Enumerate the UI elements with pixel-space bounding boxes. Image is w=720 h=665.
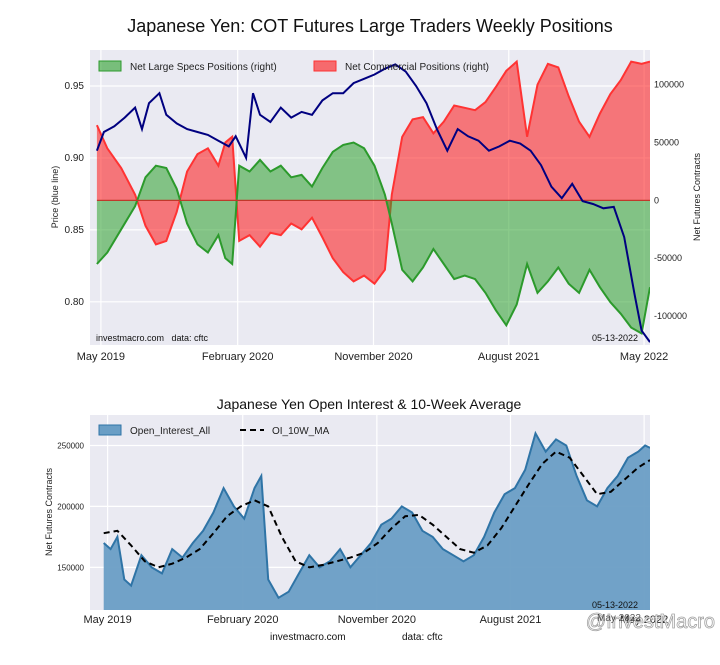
top-date-annotation: 05-13-2022 xyxy=(592,333,638,343)
price-line xyxy=(95,63,650,343)
top-legend: Net Large Specs Positions (right) Net Co… xyxy=(98,60,489,73)
top-plot: 0.80 0.85 0.90 0.95 -100000 -50000 0 50000 1000… xyxy=(50,50,702,363)
bottom-y-tick-label: 200000 xyxy=(57,502,84,511)
bottom-date-annotation-2: May 2022 xyxy=(597,613,641,624)
bottom-x-tick-label: August 2021 xyxy=(480,614,542,626)
bottom-y-axis-label: Net Futures Contracts xyxy=(44,467,54,556)
bottom-x-tick-label: May 2019 xyxy=(83,614,131,626)
contracts-tick-label: -100000 xyxy=(654,311,687,321)
price-axis-label: Price (blue line) xyxy=(50,166,60,229)
bottom-y-tick-label: 250000 xyxy=(57,441,84,450)
price-tick-label: 0.80 xyxy=(65,297,85,308)
oi-10w-ma-line xyxy=(103,450,650,569)
top-x-tick-label: May 2022 xyxy=(620,351,668,363)
top-x-tick-label: May 2019 xyxy=(77,351,125,363)
top-x-axis-ticks: May 2019 February 2020 November 2020 August… xyxy=(77,351,668,363)
legend-label-commercial: Net Commercial Positions (right) xyxy=(345,62,489,73)
legend-label-open-interest: Open_Interest_All xyxy=(130,426,210,437)
legend-swatch-open-interest xyxy=(98,424,122,436)
contracts-axis-ticks: -100000 -50000 0 50000 100000 xyxy=(654,80,687,321)
price-tick-label: 0.85 xyxy=(65,225,85,236)
legend-label-ma: OI_10W_MA xyxy=(272,426,330,437)
footer-site: investmacro.com xyxy=(270,632,346,643)
price-axis-ticks: 0.80 0.85 0.90 0.95 xyxy=(65,81,85,308)
legend-swatch-commercial xyxy=(313,60,337,72)
bottom-x-axis-ticks: May 2019 February 2020 November 2020 August… xyxy=(83,614,668,626)
contracts-tick-label: 0 xyxy=(654,195,659,205)
bottom-x-tick-label: February 2020 xyxy=(207,614,279,626)
top-x-tick-label: February 2020 xyxy=(202,351,274,363)
price-tick-label: 0.90 xyxy=(65,153,85,164)
top-source-annotation: investmacro.com data: cftc xyxy=(96,333,209,343)
main-chart-title: Japanese Yen: COT Futures Large Traders … xyxy=(127,16,613,36)
contracts-tick-label: 100000 xyxy=(654,80,684,90)
bottom-legend: Open_Interest_All OI_10W_MA xyxy=(98,424,330,437)
commercial-area xyxy=(96,61,650,284)
bottom-x-tick-label: November 2020 xyxy=(338,614,416,626)
top-x-tick-label: August 2021 xyxy=(478,351,540,363)
price-tick-label: 0.95 xyxy=(65,81,85,92)
open-interest-area xyxy=(103,433,650,610)
bottom-x-tick-label: May 2022 xyxy=(620,614,668,626)
footer-data-source: data: cftc xyxy=(402,632,443,643)
top-x-tick-label: November 2020 xyxy=(334,351,412,363)
bottom-y-tick-label: 150000 xyxy=(57,563,84,572)
bottom-plot: 150000 200000 250000 May 2019 February 2020… xyxy=(44,415,668,626)
bottom-y-axis-ticks: 150000 200000 250000 xyxy=(57,441,84,572)
open-interest-line xyxy=(103,430,650,600)
specs-area xyxy=(96,142,650,334)
legend-swatch-specs xyxy=(98,60,122,72)
specs-line xyxy=(96,141,650,335)
contracts-tick-label: 50000 xyxy=(654,138,679,148)
contracts-axis-label: Net Futures Contracts xyxy=(692,152,702,241)
watermark: @InvestMacro xyxy=(586,611,715,633)
bottom-chart-title: Japanese Yen Open Interest & 10-Week Ave… xyxy=(217,396,522,412)
commercial-line xyxy=(95,59,650,286)
contracts-tick-label: -50000 xyxy=(654,253,682,263)
legend-label-specs: Net Large Specs Positions (right) xyxy=(130,62,277,73)
bottom-date-annotation: 05-13-2022 xyxy=(592,600,638,610)
